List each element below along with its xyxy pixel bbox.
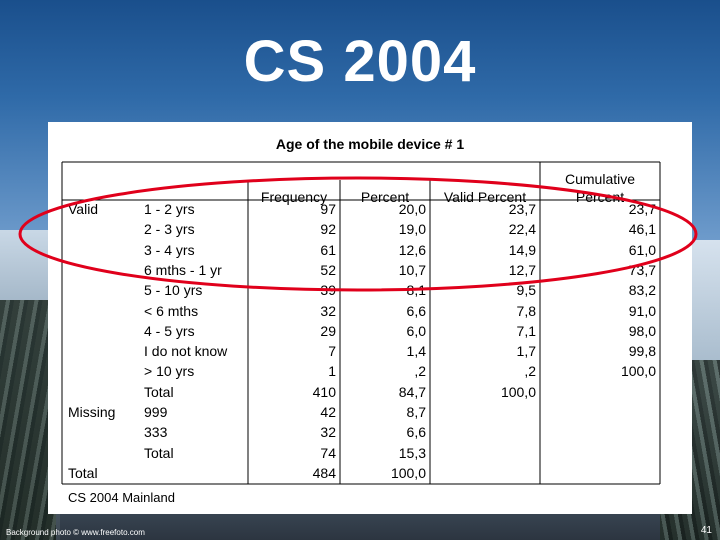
cell-label: Total <box>144 444 174 461</box>
cell-percent: 6,0 <box>406 322 426 339</box>
cell-frequency: 97 <box>320 201 336 217</box>
photo-credit: Background photo © www.freefoto.com <box>6 528 145 537</box>
cell-frequency: 410 <box>312 383 336 400</box>
cell-frequency: 1 <box>328 363 336 380</box>
cell-label: 1 - 2 yrs <box>144 201 195 217</box>
trees-left <box>0 300 56 540</box>
cell-label: 6 mths - 1 yr <box>144 261 222 278</box>
table-footer: CS 2004 Mainland <box>68 490 175 505</box>
cell-label: > 10 yrs <box>144 363 195 380</box>
cell-percent: 10,7 <box>398 261 426 278</box>
cell-percent: ,2 <box>414 363 426 380</box>
cell-cumulative: 83,2 <box>628 282 656 299</box>
cell-label: I do not know <box>144 343 228 360</box>
cell-valid-percent: 23,7 <box>508 201 536 217</box>
cell-cumulative: 98,0 <box>628 322 656 339</box>
table-title: Age of the mobile device # 1 <box>275 136 465 152</box>
cell-valid-percent: ,2 <box>524 363 536 380</box>
cell-percent: 100,0 <box>390 464 426 481</box>
cell-frequency: 92 <box>320 221 336 238</box>
cell-label: 4 - 5 yrs <box>144 322 195 339</box>
cell-cumulative: 61,0 <box>628 241 656 258</box>
cell-cumulative: 99,8 <box>628 343 656 360</box>
cell-frequency: 32 <box>320 424 336 441</box>
slide-title: CS 2004 <box>243 29 477 94</box>
cell-frequency: 52 <box>320 261 336 278</box>
cell-frequency: 29 <box>320 322 336 339</box>
table-panel: Age of the mobile device # 1 Frequency P… <box>48 122 692 514</box>
cell-percent: 8,7 <box>406 404 426 420</box>
cell-cumulative: 46,1 <box>628 221 656 238</box>
header-cumulative-line1: Cumulative <box>564 171 636 187</box>
cell-valid-percent: 7,8 <box>516 302 536 319</box>
cell-percent: 8,1 <box>406 282 426 299</box>
cell-percent: 6,6 <box>406 302 426 319</box>
cell-percent: 6,6 <box>406 424 426 441</box>
cell-frequency: 61 <box>320 241 336 258</box>
cell-label: 5 - 10 yrs <box>144 282 203 299</box>
cell-frequency: 7 <box>328 343 336 360</box>
cell-cumulative: 91,0 <box>628 302 656 319</box>
cell-valid-percent: 9,5 <box>516 282 536 299</box>
cell-label: 2 - 3 yrs <box>144 221 195 238</box>
cell-percent: 12,6 <box>398 241 426 258</box>
cell-valid-percent: 7,1 <box>516 322 536 339</box>
cell-percent: 20,0 <box>398 201 426 217</box>
cell-group: Missing <box>68 404 116 420</box>
cell-frequency: 484 <box>312 464 336 481</box>
cell-label: Total <box>144 383 174 400</box>
cell-percent: 84,7 <box>398 383 426 400</box>
cell-label: 3 - 4 yrs <box>144 241 195 258</box>
cell-label: < 6 mths <box>144 302 199 319</box>
cell-valid-percent: 12,7 <box>508 261 536 278</box>
cell-frequency: 32 <box>320 302 336 319</box>
cell-valid-percent: 22,4 <box>508 221 536 238</box>
cell-valid-percent: 1,7 <box>516 343 536 360</box>
cell-frequency: 74 <box>320 444 336 461</box>
cell-valid-percent: 14,9 <box>508 241 536 258</box>
cell-cumulative: 100,0 <box>620 363 656 380</box>
cell-cumulative: 23,7 <box>628 201 656 217</box>
cell-percent: 1,4 <box>406 343 426 360</box>
cell-frequency: 39 <box>320 282 336 299</box>
page-number: 41 <box>700 525 712 536</box>
cell-percent: 15,3 <box>398 444 426 461</box>
cell-percent: 19,0 <box>398 221 426 238</box>
cell-group: Total <box>68 464 98 481</box>
cell-valid-percent: 100,0 <box>500 383 536 400</box>
cell-group: Valid <box>68 201 99 217</box>
cell-label: 333 <box>144 424 168 441</box>
cell-frequency: 42 <box>320 404 336 420</box>
cell-cumulative: 73,7 <box>628 261 656 278</box>
cell-label: 999 <box>144 404 168 420</box>
